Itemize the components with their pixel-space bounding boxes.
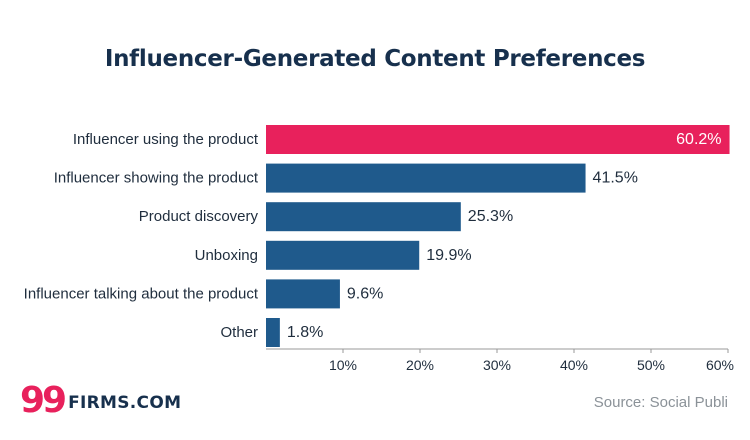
bar-2[interactable] <box>266 163 586 193</box>
x-tick-label: 50% <box>637 357 665 373</box>
brand-logo[interactable]: 99 FIRMS.COM <box>20 382 181 420</box>
value-label: 1.8% <box>287 324 323 341</box>
bar-chart: Influencer using the product 60.2% Influen… <box>24 125 734 373</box>
value-label: 60.2% <box>676 131 721 148</box>
x-tick-label: 20% <box>406 357 434 373</box>
category-label: Influencer using the product <box>73 131 259 148</box>
value-label: 19.9% <box>426 247 471 264</box>
x-tick-label: 10% <box>329 357 357 373</box>
x-tick-label: 30% <box>483 357 511 373</box>
source-note: Source: Social Publi <box>593 394 728 411</box>
x-tick-label: 60% <box>706 357 734 373</box>
category-label: Influencer showing the product <box>54 170 259 187</box>
bar-6[interactable] <box>266 318 280 347</box>
category-label: Other <box>220 324 258 341</box>
chart-title: Influencer-Generated Content Preferences <box>104 46 646 72</box>
value-label: 41.5% <box>593 170 638 187</box>
bar-3[interactable] <box>266 202 461 232</box>
brand-name: FIRMS.COM <box>68 393 182 413</box>
category-label: Unboxing <box>195 247 258 264</box>
value-label: 25.3% <box>468 208 513 225</box>
category-label: Product discovery <box>139 208 259 225</box>
value-label: 9.6% <box>347 285 383 302</box>
ninety-nine-logo-icon: 99 <box>20 380 67 421</box>
bar-4[interactable] <box>266 240 420 270</box>
bar-1[interactable] <box>266 125 730 154</box>
category-label: Influencer talking about the product <box>24 285 259 302</box>
bar-5[interactable] <box>266 279 340 309</box>
x-tick-label: 40% <box>560 357 588 373</box>
